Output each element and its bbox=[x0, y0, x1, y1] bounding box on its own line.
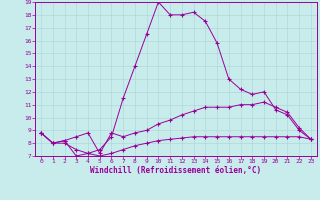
X-axis label: Windchill (Refroidissement éolien,°C): Windchill (Refroidissement éolien,°C) bbox=[91, 166, 261, 175]
